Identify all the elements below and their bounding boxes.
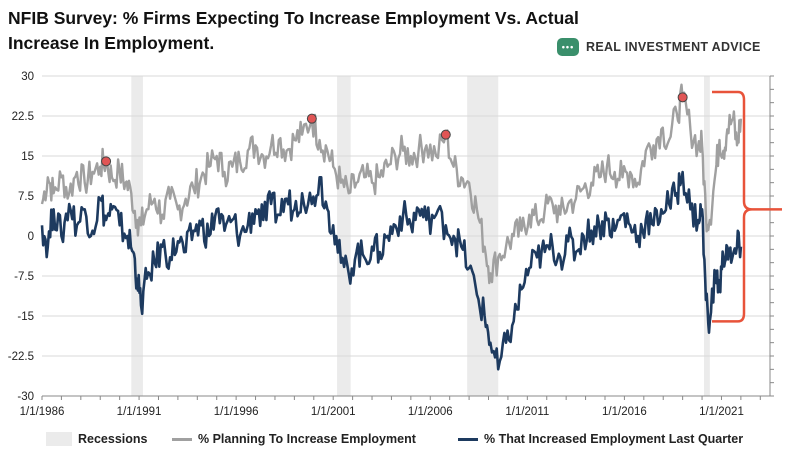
legend-swatch-actual xyxy=(458,437,478,441)
chart-title-line1: NFIB Survey: % Firms Expecting To Increa… xyxy=(8,8,579,28)
peak-marker-3 xyxy=(677,92,688,103)
x-tick-label: 1/1/1986 xyxy=(20,406,65,418)
legend-label-recessions: Recessions xyxy=(78,432,148,446)
peak-marker-1 xyxy=(306,113,317,124)
legend-swatch-recessions xyxy=(46,432,72,446)
x-tick-label: 1/1/2011 xyxy=(505,406,549,418)
gridlines xyxy=(42,75,774,397)
x-tick-label: 1/1/2021 xyxy=(699,406,744,418)
y-tick-label: 15 xyxy=(21,151,34,163)
range-bracket xyxy=(712,90,782,323)
y-tick-label: -15 xyxy=(17,311,34,323)
chart-title-line2: Increase In Employment. xyxy=(8,33,215,53)
series-line-0 xyxy=(40,83,743,285)
legend-swatch-planning xyxy=(172,437,192,441)
brand-name: REAL INVESTMENT ADVICE xyxy=(586,40,761,54)
y-tick-label: -7.5 xyxy=(14,271,34,283)
series-line-1 xyxy=(40,170,743,371)
y-tick-label: 0 xyxy=(28,231,34,243)
chart-legend: Recessions % Planning To Increase Employ… xyxy=(0,428,805,452)
legend-item-actual: % That Increased Employment Last Quarter xyxy=(458,432,743,446)
y-tick-label: -22.5 xyxy=(8,351,34,363)
y-tick-label: -30 xyxy=(17,391,34,403)
legend-item-recessions: Recessions xyxy=(46,432,147,446)
y-tick-label: 22.5 xyxy=(12,111,34,123)
peak-marker-0 xyxy=(101,156,112,167)
chart-title: NFIB Survey: % Firms Expecting To Increa… xyxy=(8,6,608,56)
series-lines xyxy=(40,83,743,371)
peak-markers xyxy=(101,92,688,167)
brand-badge-icon: ••• xyxy=(557,38,579,56)
y-axis-ticks: 30 22.5 15 7.5 0 -7.5 -15 -22.5 -30 xyxy=(8,71,34,403)
legend-label-actual: % That Increased Employment Last Quarter xyxy=(484,432,744,446)
peak-marker-2 xyxy=(440,129,451,140)
legend-label-planning: % Planning To Increase Employment xyxy=(198,432,416,446)
x-tick-label: 1/1/1996 xyxy=(214,406,259,418)
x-tick-label: 1/1/1991 xyxy=(117,406,162,418)
brand-logo: ••• REAL INVESTMENT ADVICE xyxy=(557,38,761,56)
x-tick-label: 1/1/2006 xyxy=(408,406,453,418)
x-tick-label: 1/1/2001 xyxy=(311,406,356,418)
y-tick-label: 7.5 xyxy=(18,191,34,203)
x-tick-label: 1/1/2016 xyxy=(602,406,647,418)
legend-item-planning: % Planning To Increase Employment xyxy=(172,432,416,446)
y-tick-label: 30 xyxy=(21,71,34,83)
x-axis-ticks: 1/1/1986 1/1/1991 1/1/1996 1/1/2001 1/1/2006… xyxy=(20,395,770,418)
